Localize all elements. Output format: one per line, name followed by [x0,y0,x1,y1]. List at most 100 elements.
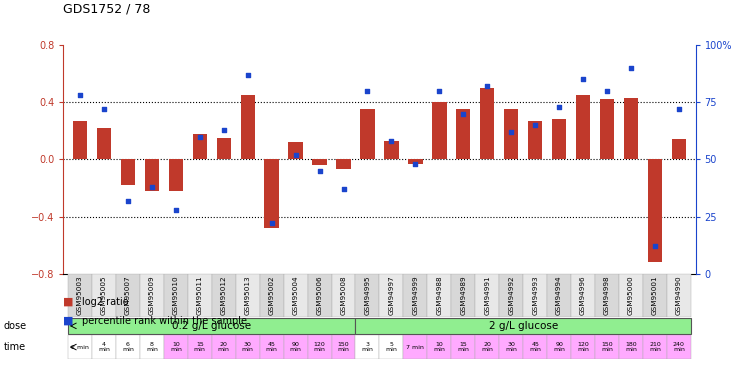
Bar [68,274,92,317]
Point [529,122,541,128]
Bar [384,141,399,159]
Point [649,243,661,249]
Bar [116,335,140,359]
Bar [595,274,619,317]
Text: 5
min: 5 min [385,342,397,352]
Text: GSM95008: GSM95008 [341,275,347,315]
Text: 15
min: 15 min [458,342,469,352]
Bar [356,318,691,334]
Text: GSM95003: GSM95003 [77,275,83,315]
Bar [97,128,111,159]
Bar [240,95,255,159]
Bar [403,274,427,317]
Point [577,76,589,82]
Point [338,186,350,192]
Point [289,152,301,158]
Point [74,92,86,98]
Text: GSM95013: GSM95013 [245,275,251,315]
Bar [283,335,307,359]
Text: 30
min: 30 min [242,342,254,352]
Bar [452,274,475,317]
Bar [667,335,691,359]
Bar [427,274,452,317]
Bar [623,98,638,159]
Bar [283,274,307,317]
Bar [499,274,523,317]
Text: GSM94989: GSM94989 [461,275,466,315]
Bar [116,274,140,317]
Text: GSM94997: GSM94997 [388,275,394,315]
Bar [576,95,590,159]
Text: GSM94993: GSM94993 [532,275,538,315]
Bar [187,274,212,317]
Point [505,129,517,135]
Text: GSM95004: GSM95004 [292,275,298,315]
Bar [523,335,547,359]
Point [194,134,206,140]
Text: GSM94991: GSM94991 [484,275,490,315]
Bar [475,274,499,317]
Bar [164,274,187,317]
Text: GSM95001: GSM95001 [652,275,658,315]
Bar [643,335,667,359]
Point [362,88,373,94]
Bar [504,110,519,159]
Text: GSM95012: GSM95012 [221,275,227,315]
Text: GSM95000: GSM95000 [628,275,634,315]
Bar [667,274,691,317]
Point [481,83,493,89]
Text: GSM94988: GSM94988 [436,275,443,315]
Bar [452,335,475,359]
Bar [379,335,403,359]
Text: GSM94994: GSM94994 [556,275,562,315]
Text: GSM95002: GSM95002 [269,275,275,315]
Text: GSM94996: GSM94996 [580,275,586,315]
Bar [571,274,595,317]
Text: GSM95009: GSM95009 [149,275,155,315]
Bar [236,274,260,317]
Bar [140,335,164,359]
Point [170,207,182,213]
Point [242,72,254,78]
Text: GSM94990: GSM94990 [676,275,682,315]
Bar [480,88,495,159]
Text: GSM95007: GSM95007 [125,275,131,315]
Bar [217,138,231,159]
Point [553,104,565,110]
Text: 7 min: 7 min [406,345,424,350]
Bar [212,335,236,359]
Bar [595,335,619,359]
Point [409,161,421,167]
Text: time: time [4,342,26,352]
Text: 150
min: 150 min [601,342,613,352]
Bar [260,335,283,359]
Text: GSM94999: GSM94999 [412,275,418,315]
Text: 10
min: 10 min [434,342,445,352]
Bar [356,274,379,317]
Text: 90
min: 90 min [553,342,565,352]
Text: ■: ■ [63,316,74,326]
Bar [164,335,187,359]
Bar [193,134,207,159]
Text: 210
min: 210 min [649,342,661,352]
Text: 15
min: 15 min [194,342,206,352]
Text: GSM94998: GSM94998 [604,275,610,315]
Text: 120
min: 120 min [314,342,325,352]
Text: 2 g/L glucose: 2 g/L glucose [489,321,558,331]
Bar [68,335,92,359]
Text: 150
min: 150 min [338,342,350,352]
Bar [332,335,356,359]
Bar [336,159,350,170]
Bar [523,274,547,317]
Bar [552,119,566,159]
Bar [360,110,375,159]
Text: GSM95006: GSM95006 [316,275,323,315]
Bar [144,159,159,191]
Text: log2 ratio: log2 ratio [82,297,129,307]
Bar [169,159,183,191]
Bar [289,142,303,159]
Bar [312,159,327,165]
Bar [264,159,279,228]
Text: GDS1752 / 78: GDS1752 / 78 [63,2,150,15]
Text: 0.2 g/L glucose: 0.2 g/L glucose [172,321,251,331]
